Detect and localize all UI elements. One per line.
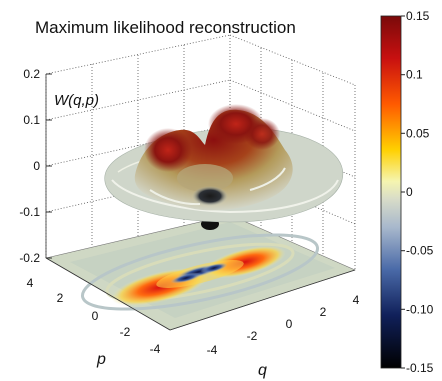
p-axis: 4 2 0 -2 -4 p bbox=[27, 257, 171, 368]
z-tick-label: -0.1 bbox=[19, 205, 40, 219]
z-tick-label: 0.1 bbox=[23, 113, 40, 127]
colorbar-tick-label: -0.10 bbox=[406, 302, 434, 316]
p-tick-label: 4 bbox=[27, 276, 34, 290]
chart-title: Maximum likelihood reconstruction bbox=[35, 18, 296, 37]
p-tick-label: -4 bbox=[150, 342, 161, 356]
z-axis: 0.2 0.1 0 -0.1 -0.2 W(q,p) bbox=[19, 67, 99, 265]
p-tick-label: -2 bbox=[120, 325, 131, 339]
p-tick-label: 2 bbox=[57, 291, 64, 305]
z-tick-label: -0.2 bbox=[19, 251, 40, 265]
z-axis-label: W(q,p) bbox=[54, 92, 99, 109]
q-tick-label: -4 bbox=[207, 343, 218, 357]
wigner-surface bbox=[104, 104, 344, 230]
p-tick-label: 0 bbox=[92, 309, 99, 323]
colorbar: 0.15 0.1 0.05 0 -0.05 -0.10 -0.15 bbox=[380, 9, 434, 375]
colorbar-tick-label: -0.05 bbox=[406, 244, 434, 258]
q-tick-label: 2 bbox=[320, 305, 327, 319]
q-tick-label: 4 bbox=[353, 293, 360, 307]
colorbar-tick-label: 0.05 bbox=[406, 126, 430, 140]
floor-contour-map bbox=[45, 214, 356, 331]
p-axis-label: p bbox=[96, 351, 106, 368]
z-tick-label: 0 bbox=[33, 159, 40, 173]
q-axis: -4 -2 0 2 4 q bbox=[169, 269, 360, 379]
colorbar-tick-label: 0 bbox=[406, 185, 413, 199]
colorbar-tick-label: 0.15 bbox=[406, 9, 430, 23]
q-tick-label: -2 bbox=[247, 329, 258, 343]
q-tick-label: 0 bbox=[286, 317, 293, 331]
colorbar-tick-label: -0.15 bbox=[406, 361, 434, 375]
colorbar-tick-label: 0.1 bbox=[406, 68, 423, 82]
z-tick-label: 0.2 bbox=[23, 67, 40, 81]
q-axis-label: q bbox=[258, 362, 267, 379]
